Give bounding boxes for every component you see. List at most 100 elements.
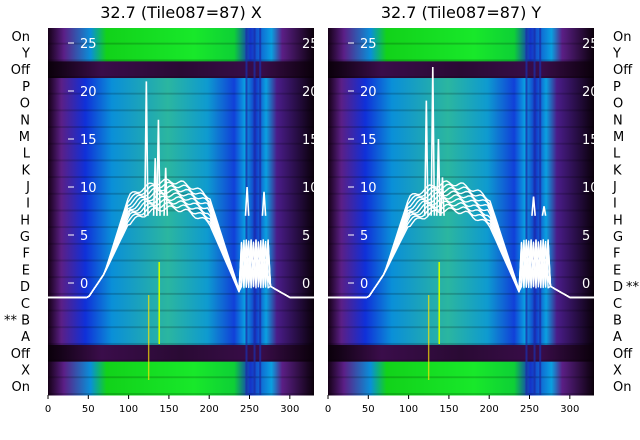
y-tick-label-y-3: 15 [360,133,377,148]
bright-pixel-mark [438,262,441,344]
row-label-y-5: N [613,113,623,128]
overlay-spike [541,206,547,216]
row-label-y-19: Off [613,347,633,362]
overlay-spike [430,66,436,216]
heatmap-row-x-18 [48,328,314,346]
row-marker-y: ** [626,280,640,295]
heatmap-row-x-11 [48,211,314,229]
row-label-x-12: G [20,230,30,245]
row-separator [48,326,314,329]
y-tick-label-edge-y-5: 25 [582,37,599,52]
row-label-y-15: D [613,280,623,295]
heatmap-row-x-13 [48,244,314,263]
bright-pixel-mark [147,295,150,380]
column-gap-stripe [259,28,262,395]
heatmap-row-y-16 [328,294,594,313]
row-separator [328,142,594,145]
y-tick-label-edge-y-3: 15 [582,133,599,148]
row-label-y-17: B [613,313,622,328]
y-tick-label-y-5: 25 [360,37,377,52]
row-label-y-16: C [613,297,622,312]
row-label-x-3: P [22,80,30,95]
x-tick-label-x-2: 100 [119,404,138,415]
y-tick-label-x-5: 25 [80,37,97,52]
row-separator [48,209,314,212]
row-separator [48,176,314,179]
heatmap-row-y-1 [328,44,594,62]
x-tick-label-y-2: 100 [399,404,418,415]
y-tick-label-x-1: 5 [80,229,88,244]
x-tick-label-y-3: 150 [439,404,458,415]
row-label-y-20: X [613,363,622,378]
row-label-x-15: D [20,280,30,295]
heatmap-row-y-6 [328,128,594,146]
row-separator [48,359,314,362]
row-label-x-1: Y [21,47,30,62]
row-separator [48,276,314,279]
heatmap-row-x-19 [48,344,314,363]
y-tick-label-edge-x-1: 5 [302,229,310,244]
row-label-y-11: H [613,213,623,228]
row-label-x-18: A [21,330,30,345]
row-separator [48,393,314,395]
y-tick-label-y-4: 20 [360,85,377,100]
row-label-x-4: O [20,97,30,112]
row-label-y-9: J [612,180,617,195]
row-label-y-8: K [613,163,622,178]
heatmap-row-y-19 [328,344,594,363]
row-label-y-0: On [613,30,631,45]
heatmap-row-y-21 [328,378,594,396]
row-separator [328,159,594,162]
row-marker-x: ** [4,313,18,328]
bright-pixel-mark [158,262,161,344]
y-tick-label-y-1: 5 [360,229,368,244]
y-tick-label-x-4: 20 [80,85,97,100]
row-separator [328,176,594,179]
row-label-x-7: L [23,147,31,162]
y-tick-label-y-0: 0 [360,277,368,292]
row-label-y-6: M [613,130,624,145]
row-label-x-0: On [12,30,30,45]
row-label-x-5: N [20,113,30,128]
y-tick-label-edge-y-1: 5 [582,229,590,244]
row-separator [48,259,314,262]
y-tick-label-edge-y-0: 0 [582,277,590,292]
row-separator [328,76,594,79]
heatmap-row-x-4 [48,94,314,112]
chart-title-x: 32.7 (Tile087=87) X [100,3,262,22]
row-label-x-11: H [20,213,30,228]
heatmap-row-x-1 [48,44,314,62]
y-tick-label-x-0: 0 [80,277,88,292]
x-tick-label-x-6: 300 [280,404,299,415]
row-label-x-14: E [22,263,30,278]
row-label-x-13: F [23,247,30,262]
y-tick-label-edge-y-2: 10 [582,181,599,196]
overlay-series-x-8 [48,178,314,299]
column-gap-stripe [539,28,542,395]
heatmap-row-y-17 [328,311,594,329]
row-label-y-4: O [613,97,623,112]
row-label-x-16: C [21,297,30,312]
row-separator [48,126,314,129]
row-separator [328,42,594,45]
heatmap-row-y-20 [328,361,594,379]
overlay-spike [152,158,158,216]
overlay-spike [436,138,441,216]
row-label-y-1: Y [612,47,621,62]
heatmap-row-y-0 [328,28,594,46]
overlay-spike [423,100,429,216]
row-separator [328,126,594,129]
bright-pixel-mark [427,295,430,380]
row-separator [328,359,594,362]
heatmap-row-y-5 [328,111,594,129]
heatmap-row-y-11 [328,211,594,229]
row-separator [48,59,314,62]
y-tick-label-edge-y-4: 20 [582,85,599,100]
heatmap-row-y-18 [328,328,594,346]
row-separator [48,192,314,195]
heatmap-row-x-8 [48,161,314,179]
row-separator [48,292,314,295]
row-label-y-2: Off [613,63,633,78]
row-label-x-8: K [21,163,30,178]
